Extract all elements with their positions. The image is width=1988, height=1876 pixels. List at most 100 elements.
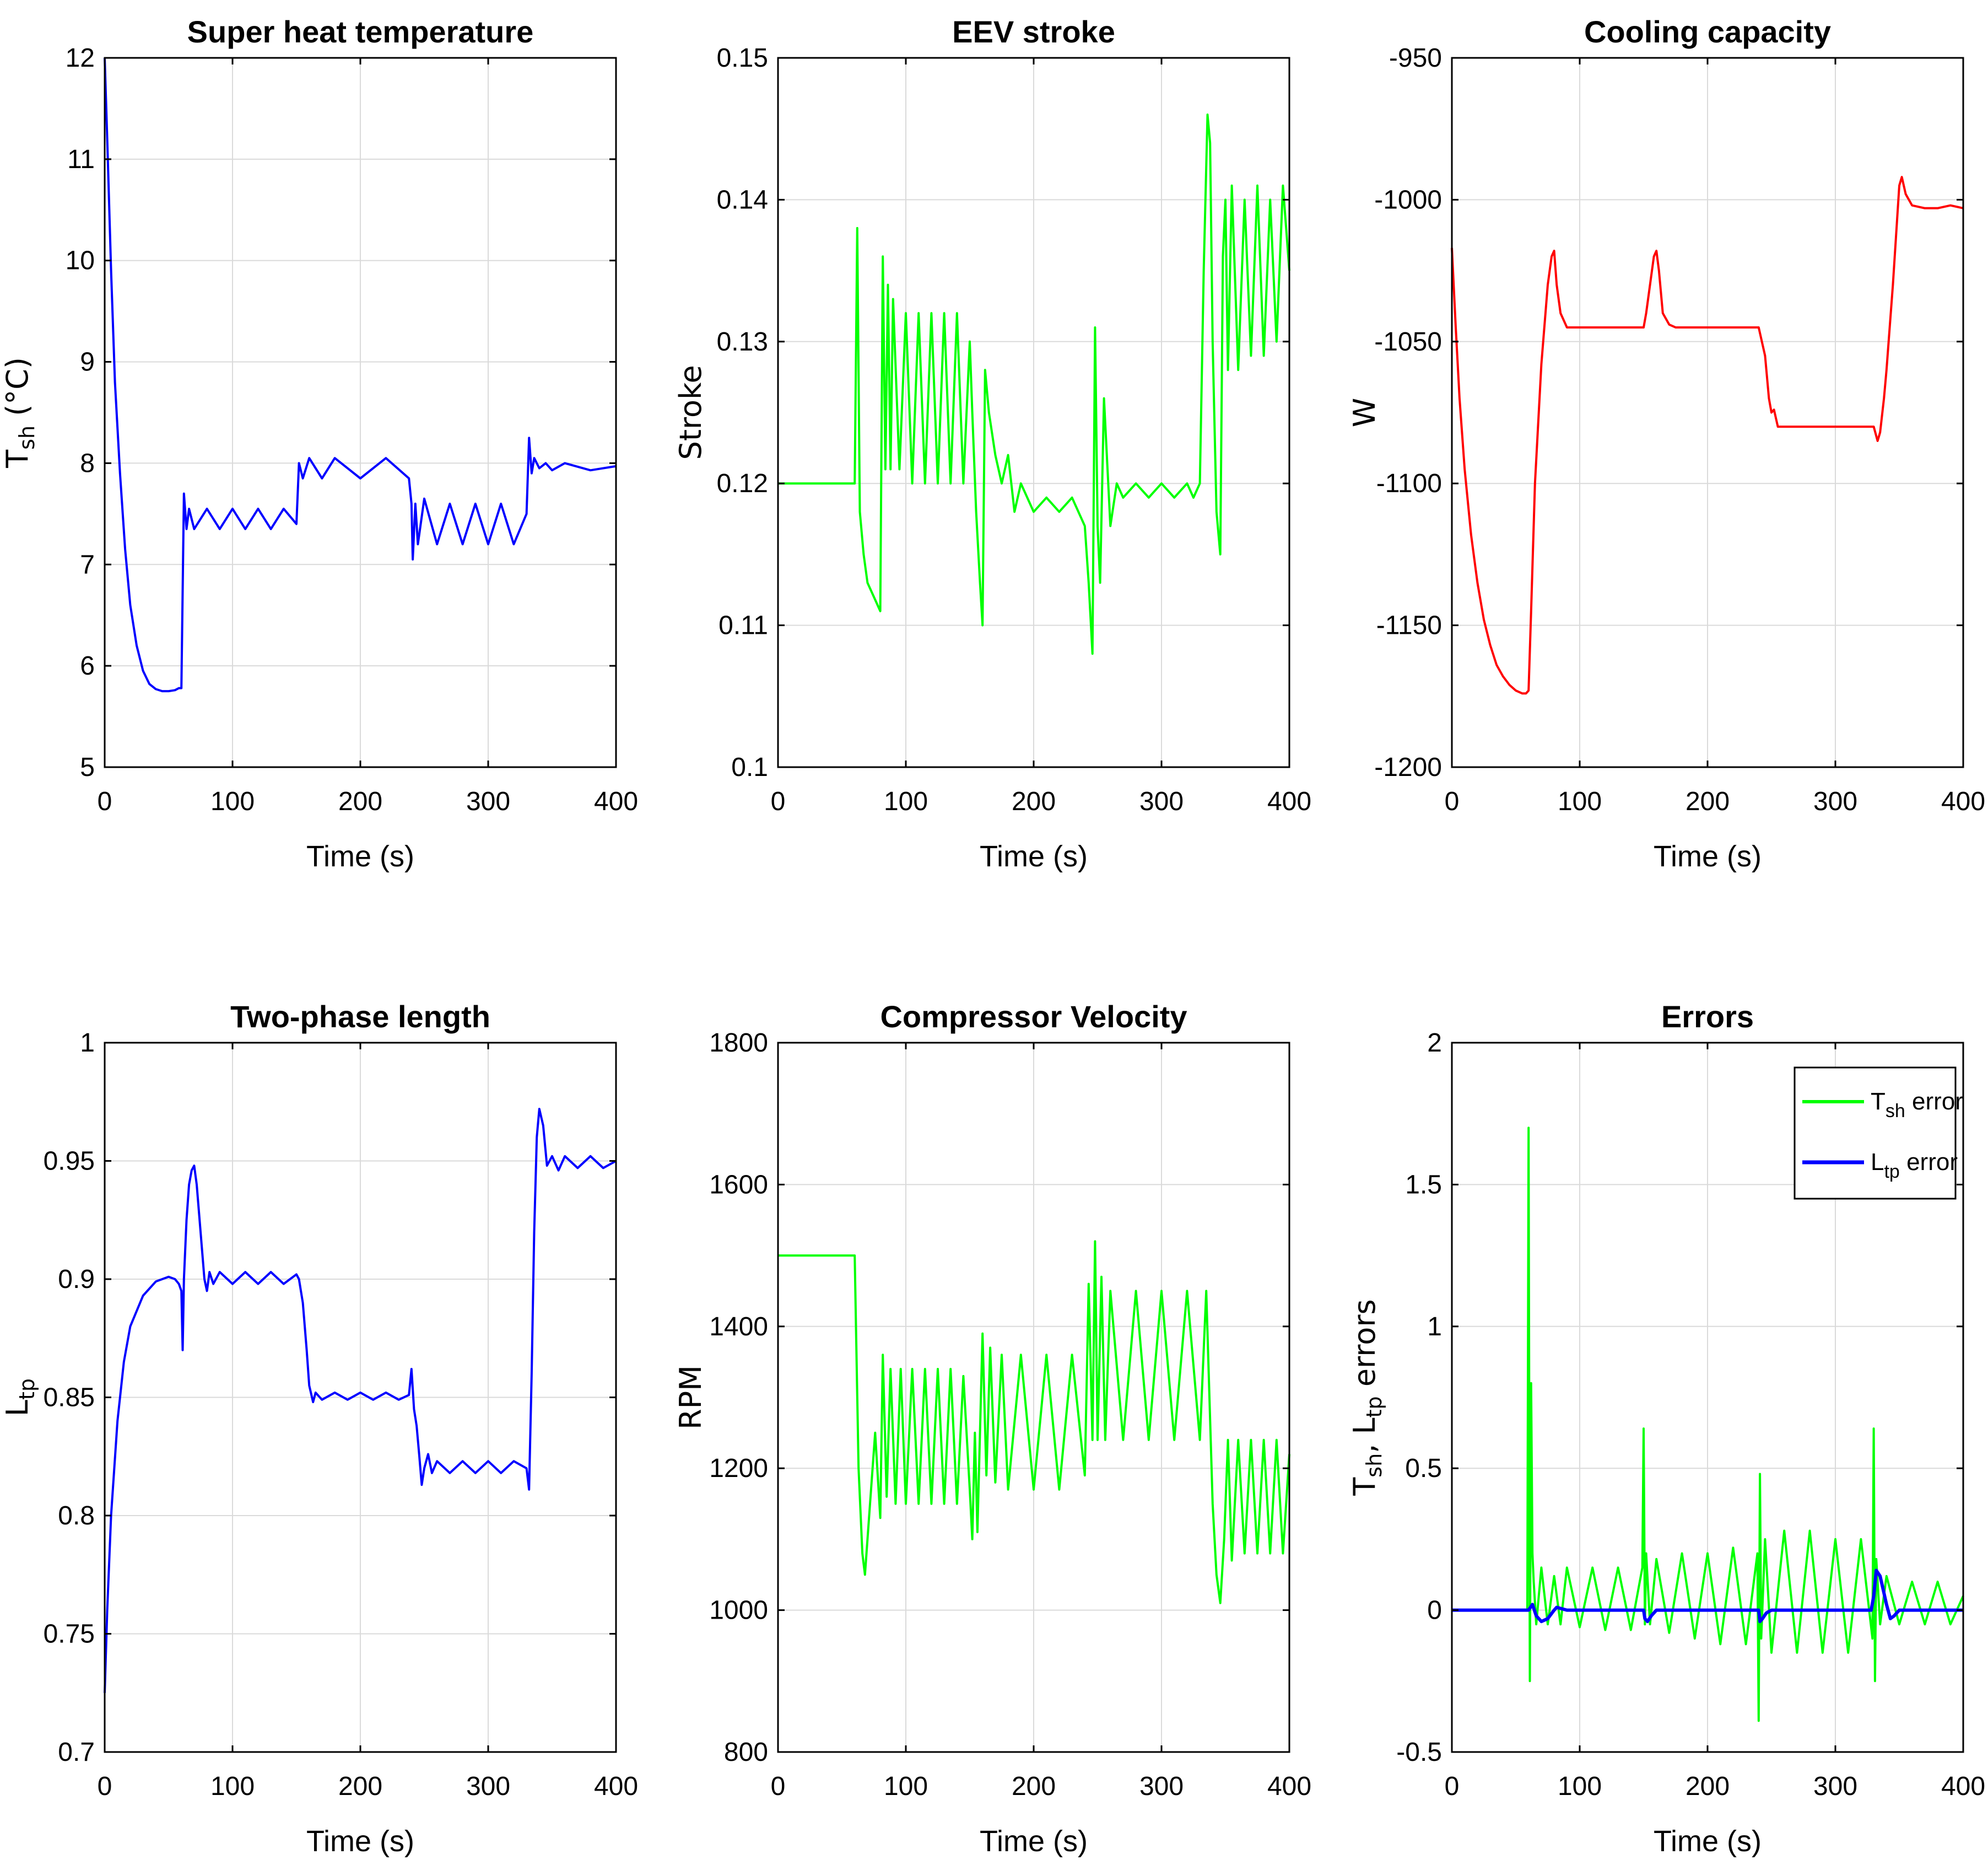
series-line-cooling-capacity [1451,176,1964,695]
y-tick-label: 0.11 [719,611,768,640]
x-tick-label: 200 [1686,787,1730,816]
chart-title: Compressor Velocity [880,999,1187,1034]
panel-twophase: 0 100 200 300 400 0.7 0.75 0.8 0.85 0.9 0.95 1 Two-p… [0,999,638,1858]
y-tick-label: 0.75 [44,1620,95,1649]
y-tick-label: 0.5 [1405,1454,1442,1483]
x-axis-label: Time (s) [1654,1825,1762,1858]
y-axis-label: W [1347,398,1382,427]
y-axis-label: Tsh (°C) [0,357,39,468]
series-line-l-tp [104,1108,617,1693]
y-tick-label: 10 [66,246,95,276]
y-tick-label: 9 [80,348,95,377]
x-tick-label: 300 [466,787,510,816]
chart-title: Cooling capacity [1584,14,1831,49]
y-tick-label: -1200 [1374,753,1442,782]
x-tick-label: 400 [1941,787,1985,816]
x-tick-label: 0 [1445,1772,1460,1801]
y-axis-label: Tsh, Ltp errors [1347,1299,1386,1496]
x-axis-label: Time (s) [1654,840,1762,873]
x-tick-label: 0 [98,1772,112,1801]
chart-title: EEV stroke [952,14,1115,49]
panel-cooling: 0 100 200 300 400 -1200 -1150 -1100 -1050 -1000 -9… [1347,14,1985,873]
x-tick-label: 100 [210,787,255,816]
y-tick-label: -950 [1389,44,1442,73]
x-tick-label: 0 [98,787,112,816]
y-axis-label: RPM [673,1365,708,1430]
y-tick-label: 0.15 [717,44,768,73]
y-tick-label: 11 [67,145,95,174]
y-tick-label: -1100 [1376,469,1442,498]
y-tick-label: -1150 [1376,611,1442,640]
y-tick-label: 7 [80,550,95,579]
y-tick-label: 1800 [709,1028,768,1058]
x-tick-label: 100 [1558,787,1602,816]
y-tick-label: 0.14 [717,185,768,214]
y-tick-label: 8 [80,449,95,478]
y-tick-label: 0.95 [44,1147,95,1176]
y-tick-label: 2 [1427,1028,1442,1058]
y-axis-label: Ltp [0,1378,39,1416]
y-tick-label: 0.8 [58,1501,95,1530]
y-tick-label: 0.1 [731,753,768,782]
chart-title: Super heat temperature [187,14,534,49]
panel-eev: 0 100 200 300 400 0.1 0.11 0.12 0.13 0.14 0.15 EEV … [673,14,1311,873]
x-tick-label: 300 [1139,787,1184,816]
x-tick-label: 100 [884,1772,928,1801]
y-tick-label: 1000 [709,1596,768,1625]
legend-box [1793,1066,1957,1200]
panel-superheat: 0 100 200 300 400 5 6 7 8 9 10 11 12 Super heat tempe… [0,14,638,873]
y-tick-label: 1200 [709,1454,768,1483]
x-tick-label: 0 [771,1772,786,1801]
y-tick-label: 0.7 [58,1738,95,1767]
x-tick-label: 300 [466,1772,510,1801]
grid-lines [777,1042,1290,1753]
x-tick-label: 0 [771,787,786,816]
y-tick-label: 0.85 [44,1383,95,1413]
x-tick-label: 300 [1813,1772,1857,1801]
x-tick-label: 400 [1267,787,1311,816]
y-tick-label: -1000 [1374,185,1442,214]
x-tick-label: 300 [1139,1772,1184,1801]
y-tick-label: 0.13 [717,327,768,357]
x-tick-label: 400 [594,1772,638,1801]
x-tick-label: 200 [1012,787,1056,816]
x-tick-label: 0 [1445,787,1460,816]
y-tick-label: 1400 [709,1312,768,1341]
x-axis-label: Time (s) [306,1825,414,1858]
x-axis-label: Time (s) [306,840,414,873]
x-axis-label: Time (s) [980,1825,1088,1858]
y-tick-label: 1 [80,1028,95,1058]
y-tick-label: 1 [1427,1312,1442,1341]
x-tick-label: 400 [1267,1772,1311,1801]
x-tick-label: 100 [884,787,928,816]
y-tick-label: 12 [66,44,95,73]
y-tick-label: 0 [1427,1596,1442,1625]
y-tick-label: 1.5 [1405,1170,1442,1199]
chart-title: Two-phase length [230,999,490,1034]
y-tick-label: -1050 [1374,327,1442,357]
series-line-l-tp-error [1452,1568,1963,1624]
panel-compressor: 0 100 200 300 400 800 1000 1200 1400 1600 1800 Comp… [673,999,1311,1858]
series-line-rpm [778,1240,1290,1604]
y-tick-label: 0.9 [58,1265,95,1294]
x-axis-label: Time (s) [980,840,1088,873]
y-tick-label: 800 [724,1738,768,1767]
x-tick-label: 200 [1686,1772,1730,1801]
x-tick-label: 200 [1012,1772,1056,1801]
y-tick-label: 5 [80,753,95,782]
x-tick-label: 200 [338,1772,382,1801]
y-tick-label: -0.5 [1396,1738,1442,1767]
x-tick-label: 400 [594,787,638,816]
chart-title: Errors [1661,999,1754,1034]
y-tick-label: 6 [80,651,95,681]
x-tick-label: 300 [1813,787,1857,816]
x-tick-label: 200 [338,787,382,816]
legend: Tsh error Ltp error [1793,1066,1963,1200]
legend-entry-label: Tsh error [1871,1088,1963,1122]
legend-entry-label: Ltp error [1871,1149,1958,1182]
x-tick-label: 100 [1558,1772,1602,1801]
x-tick-label: 400 [1941,1772,1985,1801]
series-line-stroke [778,114,1290,655]
